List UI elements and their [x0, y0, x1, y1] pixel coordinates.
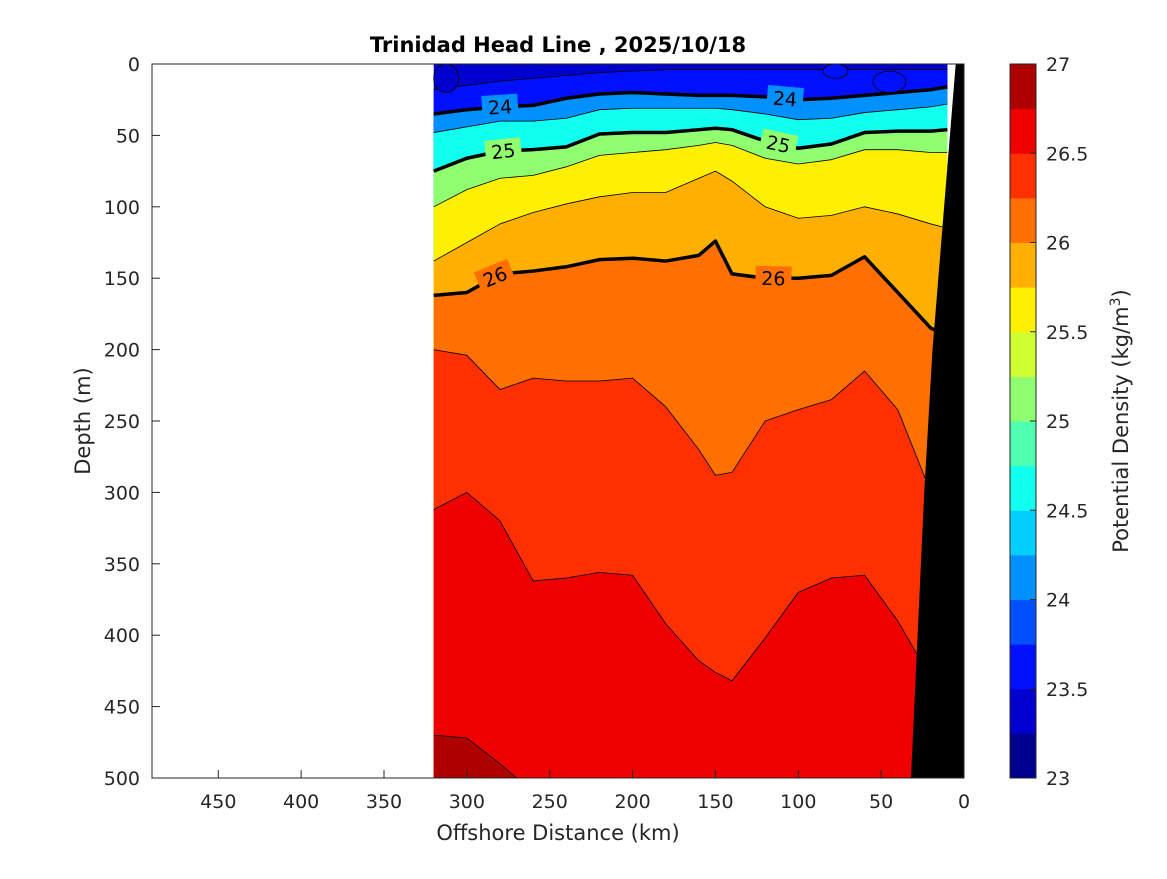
y-tick-label-200: 200 — [104, 340, 140, 362]
colorbar-swatch-12 — [1010, 197, 1036, 243]
colorbar-title-exponent: 3 — [1108, 297, 1124, 306]
y-axis-ticks: 0 50 100 150 200 250 300 350 400 450 500 — [104, 54, 160, 790]
y-tick-label-50: 50 — [116, 125, 140, 147]
colorbar-swatch-6 — [1010, 465, 1036, 511]
isopycnal-25.75 — [433, 170, 948, 262]
contour-label-25: 25 — [490, 140, 516, 164]
isopycnal-24 — [433, 85, 948, 116]
colorbar-swatch-11 — [1010, 242, 1036, 288]
isopycnal-26 — [433, 239, 949, 337]
x-tick-label-150: 150 — [697, 791, 733, 813]
x-tick-label-350: 350 — [366, 791, 402, 813]
seafloor — [910, 64, 964, 778]
density-band-26.5 — [433, 492, 948, 778]
y-tick-label-300: 300 — [104, 482, 140, 504]
colorbar-title: Potential Density (kg/m3) — [1108, 289, 1133, 553]
colorbar-tick-label-23: 23 — [1046, 768, 1070, 790]
x-tick-label-300: 300 — [449, 791, 485, 813]
colorbar-swatch-13 — [1010, 153, 1036, 199]
contour-label-bg-5 — [755, 265, 792, 291]
contour-label-bg-4 — [473, 258, 517, 295]
y-tick-label-350: 350 — [104, 554, 140, 576]
surface-pool-1 — [822, 64, 849, 79]
isopycnal-26.5 — [433, 492, 948, 722]
x-tick-label-50: 50 — [869, 791, 893, 813]
colorbar-tick-label-26.5: 26.5 — [1046, 143, 1088, 165]
x-tick-label-100: 100 — [780, 791, 816, 813]
colorbar: 27 26.5 26 25.5 25 24.5 24 23.5 23 — [1009, 54, 1088, 790]
colorbar-tick-label-25: 25 — [1046, 411, 1070, 433]
colorbar-title-close: ) — [1109, 289, 1133, 297]
colorbar-tick-label-26: 26 — [1046, 233, 1070, 255]
contour-label-bg-1 — [766, 85, 804, 113]
bathymetry-layer — [910, 64, 964, 778]
colorbar-swatch-0 — [1010, 733, 1036, 779]
surface-pool-0 — [433, 64, 459, 93]
colorbar-tick-label-23.5: 23.5 — [1046, 679, 1088, 701]
x-axis-ticks: 450 400 350 300 250 200 150 100 50 0 — [200, 770, 970, 813]
contour-label-bg-0 — [481, 93, 519, 120]
contour-label-26: 26 — [761, 268, 786, 291]
isopycnal-23.5 — [433, 69, 948, 91]
y-axis-title: Depth (m) — [71, 367, 95, 474]
chart-title: Trinidad Head Line , 2025/10/18 — [370, 33, 746, 57]
x-axis-title: Offshore Distance (km) — [436, 821, 679, 845]
colorbar-swatch-4 — [1010, 554, 1036, 600]
colorbar-tick-label-24.5: 24.5 — [1046, 500, 1088, 522]
colorbar-swatch-10 — [1010, 287, 1036, 333]
colorbar-swatch-8 — [1010, 376, 1036, 422]
colorbar-swatch-2 — [1010, 644, 1036, 690]
density-band-26.75 — [433, 735, 517, 778]
contour-label-25: 25 — [764, 132, 792, 159]
colorbar-swatch-1 — [1010, 688, 1036, 734]
colorbar-swatch-5 — [1010, 510, 1036, 556]
isopycnal-25 — [433, 126, 948, 173]
y-tick-label-500: 500 — [104, 768, 140, 790]
contour-label-bg-2 — [484, 137, 523, 165]
colorbar-tick-label-25.5: 25.5 — [1046, 322, 1088, 344]
colorbar-swatch-3 — [1010, 599, 1036, 645]
isopycnal-26.25 — [433, 349, 948, 507]
colorbar-swatch-9 — [1010, 331, 1036, 377]
colorbar-swatch-15 — [1010, 64, 1036, 110]
contour-label-24: 24 — [772, 88, 798, 112]
colorbar-swatch-14 — [1010, 108, 1036, 154]
colorbar-tick-label-27: 27 — [1046, 54, 1070, 76]
colorbar-swatch-7 — [1010, 421, 1036, 467]
y-tick-label-100: 100 — [104, 197, 140, 219]
y-tick-label-0: 0 — [128, 54, 140, 76]
contour-fill-layer — [433, 64, 948, 778]
contour-label-24: 24 — [487, 96, 513, 120]
y-tick-label-400: 400 — [104, 625, 140, 647]
contour-line-layer — [433, 64, 949, 778]
colorbar-tick-label-24: 24 — [1046, 590, 1070, 612]
y-tick-label-250: 250 — [104, 411, 140, 433]
x-tick-label-450: 450 — [200, 791, 236, 813]
contour-label-bg-3 — [758, 128, 799, 160]
y-tick-label-150: 150 — [104, 268, 140, 290]
x-tick-label-400: 400 — [283, 791, 319, 813]
isopycnal-24.5 — [433, 103, 948, 133]
x-tick-label-200: 200 — [614, 791, 650, 813]
y-tick-label-450: 450 — [104, 697, 140, 719]
isopycnal-25.5 — [433, 142, 948, 208]
x-tick-label-0: 0 — [958, 791, 970, 813]
x-tick-label-250: 250 — [532, 791, 568, 813]
surface-pool-2 — [872, 70, 907, 93]
